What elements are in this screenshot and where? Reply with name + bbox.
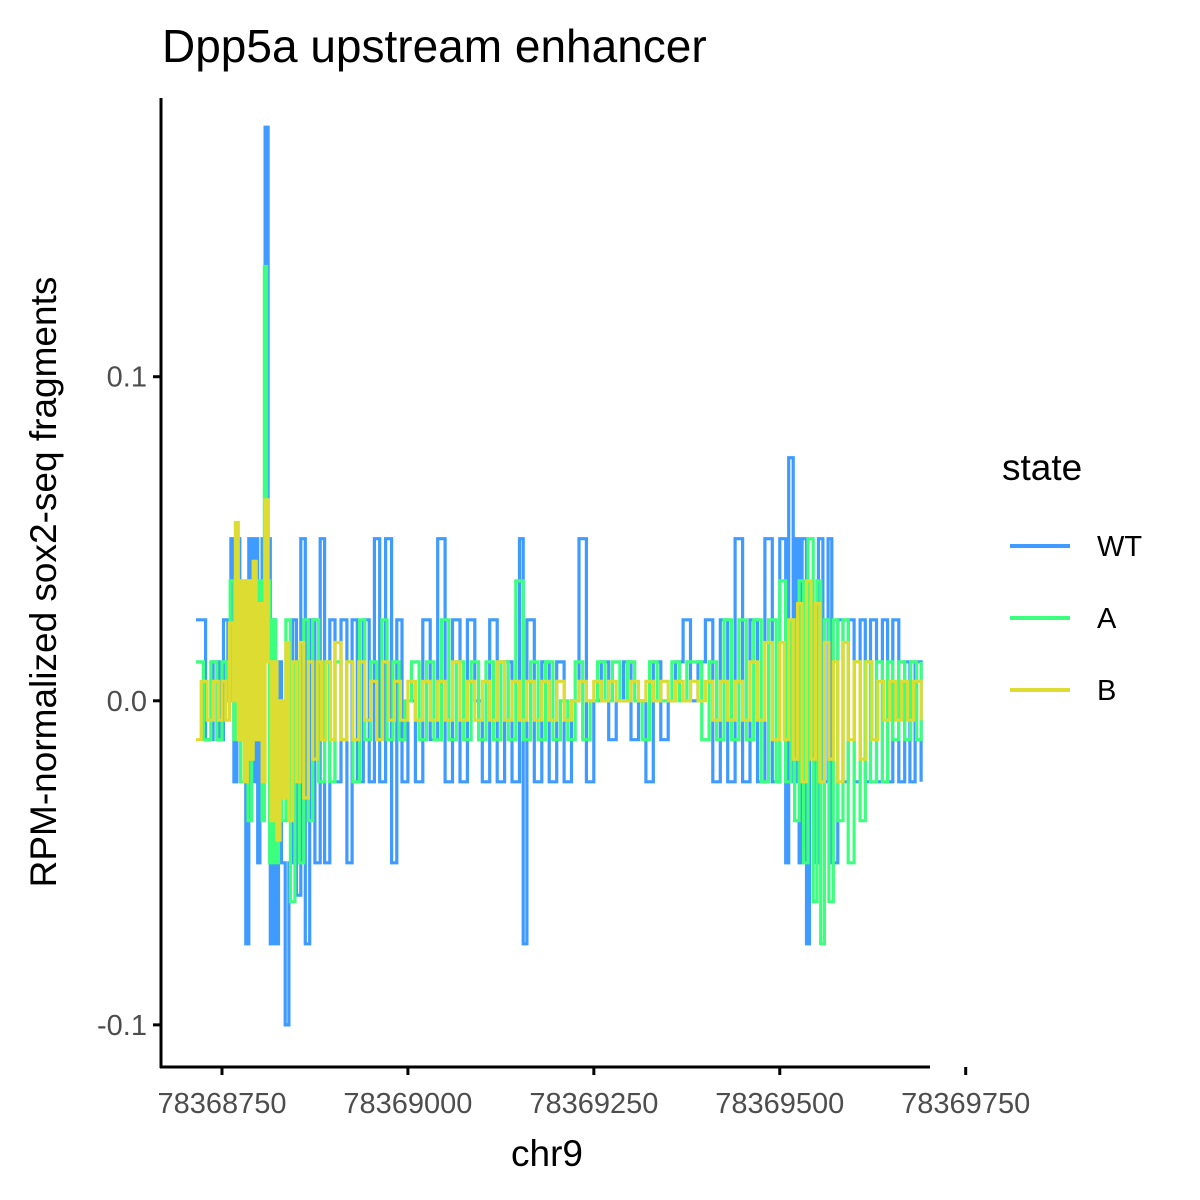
y-tick-label: 0.0 xyxy=(107,686,147,718)
legend-label-b: B xyxy=(1097,675,1116,707)
x-tick-label: 78369500 xyxy=(715,1088,844,1120)
x-axis-ticks: 78368750 78369000 78369250 78369500 78369750 xyxy=(157,1067,1030,1120)
legend-label-a: A xyxy=(1097,603,1117,635)
legend: state WT A B xyxy=(1002,447,1142,707)
chart-title: Dpp5a upstream enhancer xyxy=(162,20,707,72)
x-tick-label: 78369750 xyxy=(901,1088,1030,1120)
legend-title: state xyxy=(1002,447,1082,488)
x-tick-label: 78369000 xyxy=(343,1088,472,1120)
series-line-a xyxy=(196,264,923,946)
legend-label-wt: WT xyxy=(1097,531,1142,563)
y-tick-label: 0.1 xyxy=(107,362,147,394)
x-tick-label: 78369250 xyxy=(529,1088,658,1120)
y-axis-title: RPM-normalized sox2-seq fragments xyxy=(23,277,64,888)
y-axis-ticks: -0.1 0.0 0.1 xyxy=(97,362,161,1042)
series-layer xyxy=(196,125,923,1027)
series-line-b xyxy=(196,498,923,842)
y-tick-label: -0.1 xyxy=(97,1010,147,1042)
x-tick-label: 78368750 xyxy=(157,1088,286,1120)
x-axis-title: chr9 xyxy=(511,1133,583,1174)
